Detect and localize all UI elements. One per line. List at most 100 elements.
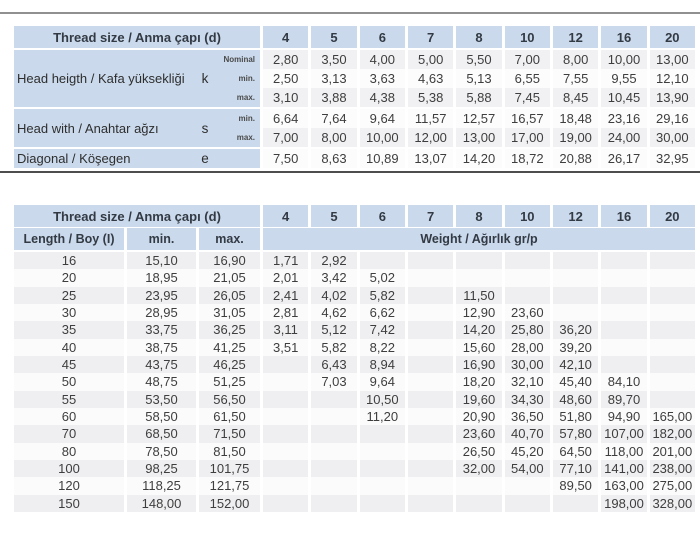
weight-cell: [260, 390, 308, 408]
dim-value-cell: 7,50: [260, 149, 309, 168]
size-header-cell: 20: [646, 205, 695, 227]
weight-cell: [260, 425, 308, 443]
weight-cell: 182,00: [646, 425, 695, 443]
weight-cell: [404, 459, 453, 478]
weight-cell: [646, 286, 695, 304]
weight-cell: [260, 494, 308, 512]
length-cell: 80: [61, 443, 77, 459]
dim-value-cell: 23,16: [598, 109, 647, 128]
dim-value-cell: 2,50: [260, 69, 309, 88]
weight-table-row: 25 23,95 26,05 2,41 4,02 5,82 11,50: [14, 286, 695, 304]
dim-value-cell: 10,00: [356, 128, 405, 147]
dim-row-label: Head heigth / Kafa yüksekliği: [14, 50, 192, 107]
min-cell: 33,75: [124, 321, 196, 339]
size-header-cell: 7: [404, 26, 454, 48]
dim-value-cell: 17,00: [501, 128, 550, 147]
dim-value-cell: 9,55: [598, 69, 647, 88]
weight-cell: [404, 286, 453, 304]
dim-value-cell: 29,16: [646, 109, 695, 128]
weight-cell: [598, 321, 646, 339]
min-cell: 148,00: [124, 494, 196, 512]
dims-row-group: Diagonal / Köşegen e 7,50 8,63 10,89 13,07 14,…: [14, 149, 695, 168]
weight-table-row: 120 118,25 121,75 89,50 163,00 275,00: [14, 477, 695, 495]
dim-value-cell: 8,00: [308, 128, 357, 147]
weight-cell: [404, 477, 453, 495]
weight-cell: 11,20: [356, 407, 405, 426]
weight-cell: 9,64: [356, 373, 405, 391]
dim-value-cell: 3,88: [308, 88, 357, 107]
weight-table-row: 30 28,95 31,05 2,81 4,62 6,62 12,90 23,60: [14, 303, 695, 322]
weight-cell: [356, 425, 405, 443]
size-header-cell: 6: [356, 205, 405, 227]
weight-cell: 141,00: [598, 459, 646, 478]
weight-cell: 28,00: [501, 338, 550, 356]
size-header-cell: 5: [308, 26, 357, 48]
dim-value-cell: 10,89: [356, 149, 405, 168]
length-cell: 35: [61, 322, 77, 338]
weight-cell: [308, 459, 356, 478]
dim-row-label: Head with / Anahtar ağzı: [14, 109, 192, 147]
top-divider: [0, 12, 700, 14]
dim-value-cell: 19,00: [549, 128, 599, 147]
min-cell: 23,95: [124, 286, 196, 304]
weight-cell: 2,01: [260, 269, 308, 287]
length-cell: 16: [61, 253, 77, 269]
weight-cell: 18,20: [453, 373, 501, 391]
size-header-cell: 6: [356, 26, 405, 48]
dim-subrow-label: [218, 149, 260, 168]
dim-value-cell: 13,00: [453, 128, 502, 147]
weight-table-row: 70 68,50 71,50 23,60 40,70 57,80 107,00 182,00: [14, 425, 695, 443]
size-header-cell: 12: [549, 205, 599, 227]
weight-cell: 6,43: [308, 355, 356, 374]
min-cell: 58,50: [124, 407, 196, 426]
max-cell: 81,50: [196, 442, 260, 460]
max-cell: 16,90: [196, 252, 260, 270]
weight-cell: 45,40: [549, 373, 598, 391]
weight-cell: [308, 494, 356, 512]
weight-cell: [260, 442, 308, 460]
dim-symbol: s: [192, 109, 218, 147]
weight-cell: [453, 477, 501, 495]
min-cell: 118,25: [124, 477, 196, 495]
size-header-cell: 5: [308, 205, 357, 227]
dim-value-cell: 3,10: [260, 88, 309, 107]
weight-cell: 23,60: [453, 425, 501, 443]
weight-table-row: 55 53,50 56,50 10,50 19,60 34,30 48,60 89,70: [14, 390, 695, 408]
weight-cell: 23,60: [501, 303, 550, 322]
weight-cell: 25,80: [501, 321, 550, 339]
size-header-cell: 10: [501, 26, 550, 48]
weight-cell: [501, 252, 550, 270]
weight-cell: [404, 269, 453, 287]
size-header-cell: 4: [260, 26, 309, 48]
weight-cell: [598, 286, 646, 304]
weight-cell: 48,60: [549, 390, 598, 408]
max-cell: 51,25: [196, 373, 260, 391]
dim-symbol: e: [192, 149, 218, 168]
min-cell: 68,50: [124, 425, 196, 443]
dim-symbol: k: [192, 50, 218, 107]
weight-cell: 54,00: [501, 459, 550, 478]
min-cell: 43,75: [124, 355, 196, 374]
weight-cell: [404, 321, 453, 339]
weight-cell: [646, 390, 695, 408]
length-cell: 100: [58, 461, 80, 477]
weight-cell: 163,00: [598, 477, 646, 495]
weight-cell: [308, 390, 356, 408]
weight-cell: 94,90: [598, 407, 646, 426]
weight-cell: 107,00: [598, 425, 646, 443]
weight-cell: [549, 269, 598, 287]
weight-cell: 8,22: [356, 338, 405, 356]
weight-cell: [404, 252, 453, 270]
weight-cell: 36,20: [549, 321, 598, 339]
dim-value-cell: 13,07: [404, 149, 454, 168]
max-column-header: max.: [196, 228, 260, 250]
weight-cell: [308, 477, 356, 495]
weight-cell: 3,51: [260, 338, 308, 356]
weight-cell: [598, 269, 646, 287]
dim-value-cell: 10,45: [598, 88, 647, 107]
min-cell: 18,95: [124, 269, 196, 287]
max-cell: 121,75: [196, 477, 260, 495]
weight-table-row: 35 33,75 36,25 3,11 5,12 7,42 14,20 25,80 36,20: [14, 321, 695, 339]
weight-cell: [308, 442, 356, 460]
weight-cell: [646, 355, 695, 374]
